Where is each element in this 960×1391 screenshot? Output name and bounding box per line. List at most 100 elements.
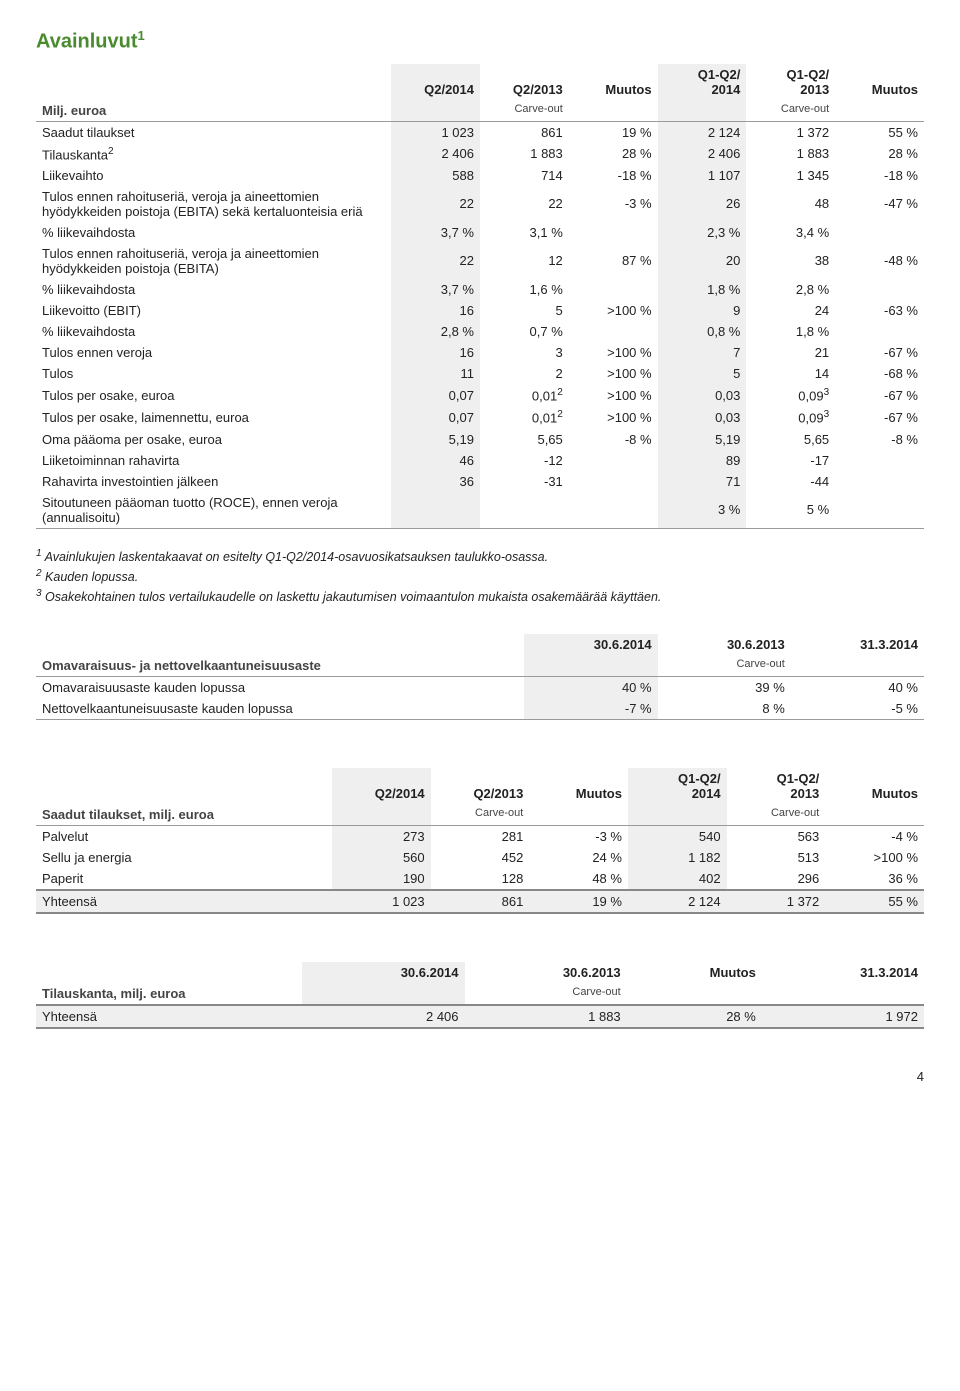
col-h: Q2/2013 xyxy=(480,64,569,100)
row-label: Omavaraisuusaste kauden lopussa xyxy=(36,676,524,698)
table-row: % liikevaihdosta3,7 %3,1 % 2,3 %3,4 % xyxy=(36,222,924,243)
table-row: Sellu ja energia56045224 %1 182513>100 % xyxy=(36,847,924,868)
cell: 281 xyxy=(431,825,530,847)
header-row-1: Q2/2014 Q2/2013 Muutos Q1-Q2/2014 Q1-Q2/… xyxy=(36,64,924,100)
cell: 87 % xyxy=(569,243,658,279)
cell: -31 xyxy=(480,471,569,492)
table-row: Tulos per osake, euroa0,070,012>100 %0,0… xyxy=(36,384,924,406)
table-row: Tulos ennen rahoituseriä, veroja ja aine… xyxy=(36,243,924,279)
cell: 24 xyxy=(746,300,835,321)
cell xyxy=(480,492,569,529)
cell: 3,7 % xyxy=(391,222,480,243)
row-label: Sellu ja energia xyxy=(36,847,332,868)
cell: 1 372 xyxy=(746,121,835,143)
table-row: % liikevaihdosta2,8 %0,7 %0,8 %1,8 % xyxy=(36,321,924,342)
row-label: Tulos per osake, euroa xyxy=(36,384,391,406)
cell: 452 xyxy=(431,847,530,868)
cell: -18 % xyxy=(569,165,658,186)
cell: 3,4 % xyxy=(746,222,835,243)
cell: -12 xyxy=(480,450,569,471)
cell: 1 345 xyxy=(746,165,835,186)
footnotes: 1 Avainlukujen laskentakaavat on esitelt… xyxy=(36,547,924,606)
cell: 22 xyxy=(391,186,480,222)
cell: 1 372 xyxy=(727,890,826,913)
table-row: Palvelut273281-3 %540563-4 % xyxy=(36,825,924,847)
header-row-2: Saadut tilaukset, milj. euroa Carve-out … xyxy=(36,804,924,826)
footnote: Avainlukujen laskentakaavat on esitelty … xyxy=(45,550,549,564)
cell: 1,8 % xyxy=(746,321,835,342)
table-row: Liikevoitto (EBIT)165>100 %924-63 % xyxy=(36,300,924,321)
cell: 1 107 xyxy=(658,165,747,186)
cell: 5,65 xyxy=(746,429,835,450)
cell: 16 xyxy=(391,342,480,363)
cell: 1 182 xyxy=(628,847,727,868)
cell: -67 % xyxy=(835,406,924,428)
cell: 3,7 % xyxy=(391,279,480,300)
cell: -3 % xyxy=(529,825,628,847)
table-row: Tulos per osake, laimennettu, euroa0,070… xyxy=(36,406,924,428)
cell xyxy=(569,321,658,342)
header-row-2: Tilauskanta, milj. euroa Carve-out xyxy=(36,983,924,1005)
cell: >100 % xyxy=(569,406,658,428)
cell: -63 % xyxy=(835,300,924,321)
table-row: Tulos ennen veroja163>100 %721-67 % xyxy=(36,342,924,363)
cell: >100 % xyxy=(569,300,658,321)
orders-table: Q2/2014 Q2/2013 Muutos Q1-Q2/2014 Q1-Q2/… xyxy=(36,768,924,914)
cell: 3,1 % xyxy=(480,222,569,243)
cell: -67 % xyxy=(835,342,924,363)
cell: 71 xyxy=(658,471,747,492)
cell: 5 % xyxy=(746,492,835,529)
cell: 2 124 xyxy=(658,121,747,143)
cell: 22 xyxy=(391,243,480,279)
key-figures-table: Q2/2014 Q2/2013 Muutos Q1-Q2/2014 Q1-Q2/… xyxy=(36,64,924,529)
table-row: Omavaraisuusaste kauden lopussa40 %39 %4… xyxy=(36,676,924,698)
cell: 588 xyxy=(391,165,480,186)
cell: 0,093 xyxy=(746,384,835,406)
row-label: Rahavirta investointien jälkeen xyxy=(36,471,391,492)
cell: -48 % xyxy=(835,243,924,279)
cell xyxy=(569,222,658,243)
cell: >100 % xyxy=(825,847,924,868)
row-label: Liikevaihto xyxy=(36,165,391,186)
cell: 48 xyxy=(746,186,835,222)
cell: 3 % xyxy=(658,492,747,529)
cell: 28 % xyxy=(627,1005,762,1028)
cell: 540 xyxy=(628,825,727,847)
cell xyxy=(569,471,658,492)
cell: 0,07 xyxy=(391,384,480,406)
cell: 1 023 xyxy=(391,121,480,143)
cell xyxy=(569,492,658,529)
cell: 38 xyxy=(746,243,835,279)
cell: >100 % xyxy=(569,342,658,363)
cell: 20 xyxy=(658,243,747,279)
cell: -3 % xyxy=(569,186,658,222)
row-label: Tulos ennen veroja xyxy=(36,342,391,363)
cell: 5 xyxy=(658,363,747,384)
cell: 89 xyxy=(658,450,747,471)
cell: -44 xyxy=(746,471,835,492)
cell xyxy=(835,222,924,243)
cell: 0,07 xyxy=(391,406,480,428)
header-row-2: Omavaraisuus- ja nettovelkaantuneisuusas… xyxy=(36,655,924,677)
row-label: % liikevaihdosta xyxy=(36,222,391,243)
cell: 2,3 % xyxy=(658,222,747,243)
cell: 5,65 xyxy=(480,429,569,450)
table-row: Rahavirta investointien jälkeen36-3171-4… xyxy=(36,471,924,492)
cell: 0,03 xyxy=(658,406,747,428)
cell: 21 xyxy=(746,342,835,363)
cell: 128 xyxy=(431,868,530,890)
cell: 2 406 xyxy=(658,143,747,165)
cell: 190 xyxy=(332,868,431,890)
cell: 40 % xyxy=(524,676,657,698)
cell: 1 023 xyxy=(332,890,431,913)
table-row: Paperit19012848 %40229636 % xyxy=(36,868,924,890)
table-row: Liikevaihto588714-18 %1 1071 345-18 % xyxy=(36,165,924,186)
row-label: Liiketoiminnan rahavirta xyxy=(36,450,391,471)
footnote: Kauden lopussa. xyxy=(45,570,138,584)
cell: 296 xyxy=(727,868,826,890)
cell: 55 % xyxy=(835,121,924,143)
cell: 273 xyxy=(332,825,431,847)
cell: 560 xyxy=(332,847,431,868)
cell: 1,8 % xyxy=(658,279,747,300)
cell: 19 % xyxy=(569,121,658,143)
